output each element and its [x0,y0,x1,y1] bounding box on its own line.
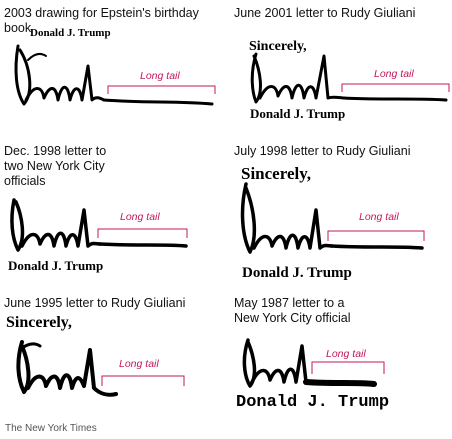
printed-name: Donald J. Trump [8,258,104,273]
panel-caption: June 2001 letter to Rudy Giuliani [234,6,416,20]
signature-image [10,198,188,252]
long-tail-label: Long tail [326,348,366,360]
signature-panel-giuliani-1998: July 1998 letter to Rudy Giuliani Sincer… [234,140,452,281]
signature-image [16,340,118,397]
panel-caption: Dec. 1998 letter to two New York City of… [4,144,107,188]
panel-caption: 2003 drawing for Epstein's birthday book [4,6,199,35]
long-tail-label: Long tail [120,211,160,223]
panel-caption: May 1987 letter to a New York City offic… [234,296,351,325]
tail-bracket [97,228,188,238]
panel-caption: July 1998 letter to Rudy Giuliani [234,144,411,158]
tail-bracket [311,361,385,374]
signature-image [242,338,377,388]
printed-name: Donald J. Trump [30,27,111,39]
signature-panel-nyc-1987: May 1987 letter to a New York City offic… [234,290,452,430]
long-tail-label: Long tail [359,211,399,223]
signature-panel-epstein-2003: 2003 drawing for Epstein's birthday book… [4,0,224,140]
printed-name: Donald J. Trump [242,265,352,281]
printed-name: Donald J. Trump [236,393,390,412]
tail-bracket [341,83,450,92]
long-tail-label: Long tail [119,358,159,370]
signature-image [14,44,214,106]
panel-caption: June 1995 letter to Rudy Giuliani [4,296,186,310]
signature-panel-nyc-1998: Dec. 1998 letter to two New York City of… [4,140,224,280]
sincerely-text: Sincerely, [6,314,72,331]
signature-panel-giuliani-1995: June 1995 letter to Rudy Giuliani Sincer… [4,290,224,430]
printed-name: Donald J. Trump [250,106,346,121]
sincerely-text: Sincerely, [241,164,312,183]
signature-image [250,52,448,104]
signature-panel-giuliani-2001: June 2001 letter to Rudy Giuliani Sincer… [234,0,452,140]
sincerely-text: Sincerely, [249,39,307,54]
source-credit: The New York Times [5,423,97,434]
tail-bracket [107,85,216,94]
signature-image [240,182,424,254]
long-tail-label: Long tail [374,68,414,80]
long-tail-label: Long tail [140,70,180,82]
tail-bracket [101,375,185,386]
tail-bracket [327,230,425,241]
